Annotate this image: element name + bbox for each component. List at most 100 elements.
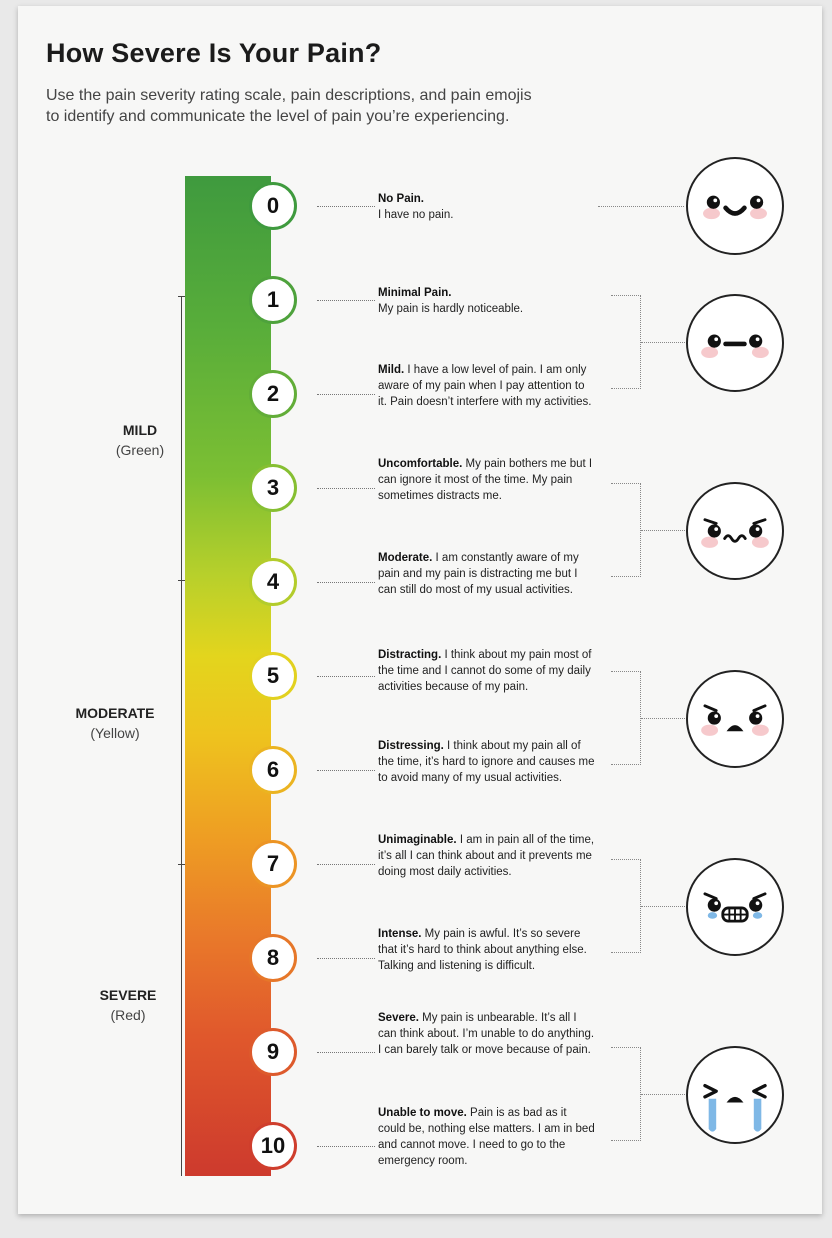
pain-description-title: No Pain. [378, 193, 425, 205]
severity-label-severe: SEVERE (Red) [68, 985, 188, 1025]
subtitle-line-1: Use the pain severity rating scale, pain… [46, 87, 532, 104]
pain-description-title: Distressing. [378, 740, 444, 752]
scale-number-2: 2 [249, 370, 297, 418]
scale-number-text: 0 [266, 193, 280, 218]
scale-number-3: 3 [249, 464, 297, 512]
pain-description-text: I am in pain all of the time, it’s all I… [378, 834, 595, 878]
scale-number-text: 1 [266, 287, 280, 312]
pain-scale-poster: How Severe Is Your Pain? Use the pain se… [18, 6, 822, 1214]
scale-number-text: 2 [266, 381, 280, 406]
scale-number-text: 8 [266, 945, 280, 970]
pain-description-title: Uncomfortable. [378, 458, 463, 470]
pain-description-3: Uncomfortable. My pain bothers me but I … [378, 456, 596, 504]
pain-description-title: Intense. [378, 928, 422, 940]
pain-description-title: Unable to move. [378, 1107, 467, 1119]
page-subtitle: Use the pain severity rating scale, pain… [46, 85, 706, 127]
pain-description-7: Unimaginable. I am in pain all of the ti… [378, 832, 596, 880]
emoji-leader-0 [598, 206, 684, 207]
sobbing-face-icon [686, 1046, 784, 1144]
scale-number-text: 5 [266, 663, 280, 688]
dotted-leader [317, 958, 375, 959]
pain-description-title: Minimal Pain. [378, 287, 452, 299]
pain-description-text: I am constantly aware of my pain and my … [378, 552, 579, 596]
pain-description-title: Mild. [378, 364, 405, 376]
pain-description-title: Moderate. [378, 552, 433, 564]
dotted-leader [317, 394, 375, 395]
pain-description-text: I have a low level of pain. I am only aw… [378, 364, 592, 408]
pain-description-4: Moderate. I am constantly aware of my pa… [378, 550, 596, 598]
neutral-face-icon [686, 294, 784, 392]
emoji-leader-2 [641, 530, 685, 531]
pain-description-title: Severe. [378, 1012, 419, 1024]
emoji-leader-1 [641, 342, 685, 343]
pain-description-10: Unable to move. Pain is as bad as it cou… [378, 1105, 596, 1169]
dotted-leader [317, 1052, 375, 1053]
pain-description-title: Unimaginable. [378, 834, 457, 846]
severity-name: MILD [122, 422, 158, 438]
pain-description-0: No Pain. I have no pain. [378, 191, 596, 223]
scale-number-10: 10 [249, 1122, 297, 1170]
pain-description-5: Distracting. I think about my pain most … [378, 647, 596, 695]
grimacing-crying-face-icon [686, 858, 784, 956]
group-bracket-9-10 [611, 1047, 641, 1141]
pain-description-text: My pain is awful. It’s so severe that it… [378, 928, 587, 972]
scale-number-8: 8 [249, 934, 297, 982]
severity-label-moderate: MODERATE (Yellow) [40, 703, 190, 743]
scale-number-text: 9 [266, 1039, 280, 1064]
emoji-leader-5 [641, 1094, 685, 1095]
scale-number-text: 4 [266, 569, 280, 594]
pain-description-2: Mild. I have a low level of pain. I am o… [378, 362, 596, 410]
emoji-leader-3 [641, 718, 685, 719]
pain-description-text: Pain is as bad as it could be, nothing e… [378, 1107, 595, 1167]
pain-description-6: Distressing. I think about my pain all o… [378, 738, 596, 786]
happy-face-icon [686, 157, 784, 255]
dotted-leader [317, 488, 375, 489]
pain-description-text: My pain is hardly noticeable. [378, 303, 524, 315]
scale-number-text: 10 [260, 1133, 286, 1158]
pain-description-text: I think about my pain most of the time a… [378, 649, 592, 693]
dotted-leader [317, 206, 375, 207]
pain-description-1: Minimal Pain. My pain is hardly noticeabl… [378, 285, 596, 317]
dotted-leader [317, 1146, 375, 1147]
scale-number-4: 4 [249, 558, 297, 606]
dotted-leader [317, 582, 375, 583]
pain-description-8: Intense. My pain is awful. It’s so sever… [378, 926, 596, 974]
severity-color-word: (Yellow) [90, 725, 140, 741]
mild-bracket-top-tick [178, 296, 185, 297]
dotted-leader [317, 676, 375, 677]
pain-description-text: I think about my pain all of the time, i… [378, 740, 595, 784]
group-bracket-1-2 [611, 295, 641, 389]
group-bracket-3-4 [611, 483, 641, 577]
severity-name: MODERATE [75, 705, 155, 721]
scale-number-7: 7 [249, 840, 297, 888]
scale-number-text: 6 [266, 757, 280, 782]
dotted-leader [317, 770, 375, 771]
pain-description-text: My pain bothers me but I can ignore it m… [378, 458, 593, 502]
group-bracket-7-8 [611, 859, 641, 953]
severity-label-mild: MILD (Green) [80, 420, 200, 460]
scale-number-9: 9 [249, 1028, 297, 1076]
severe-bracket [181, 864, 182, 1176]
dotted-leader [317, 300, 375, 301]
group-bracket-5-6 [611, 671, 641, 765]
scale-number-text: 7 [266, 851, 280, 876]
scale-number-5: 5 [249, 652, 297, 700]
subtitle-line-2: to identify and communicate the level of… [46, 108, 510, 125]
dotted-leader [317, 864, 375, 865]
scale-number-text: 3 [266, 475, 280, 500]
scale-number-6: 6 [249, 746, 297, 794]
uneasy-face-icon [686, 482, 784, 580]
scale-number-0: 0 [249, 182, 297, 230]
scale-number-1: 1 [249, 276, 297, 324]
moderate-bracket [181, 580, 182, 864]
pain-description-text: I have no pain. [378, 209, 454, 221]
pain-description-9: Severe. My pain is unbearable. It’s all … [378, 1010, 596, 1058]
page-title: How Severe Is Your Pain? [46, 38, 382, 68]
severity-name: SEVERE [99, 987, 157, 1003]
pain-description-text: My pain is unbearable. It’s all I can th… [378, 1012, 595, 1056]
severity-color-word: (Red) [110, 1007, 146, 1023]
pain-description-title: Distracting. [378, 649, 442, 661]
sad-face-icon [686, 670, 784, 768]
emoji-leader-4 [641, 906, 685, 907]
mild-bracket [181, 296, 182, 580]
